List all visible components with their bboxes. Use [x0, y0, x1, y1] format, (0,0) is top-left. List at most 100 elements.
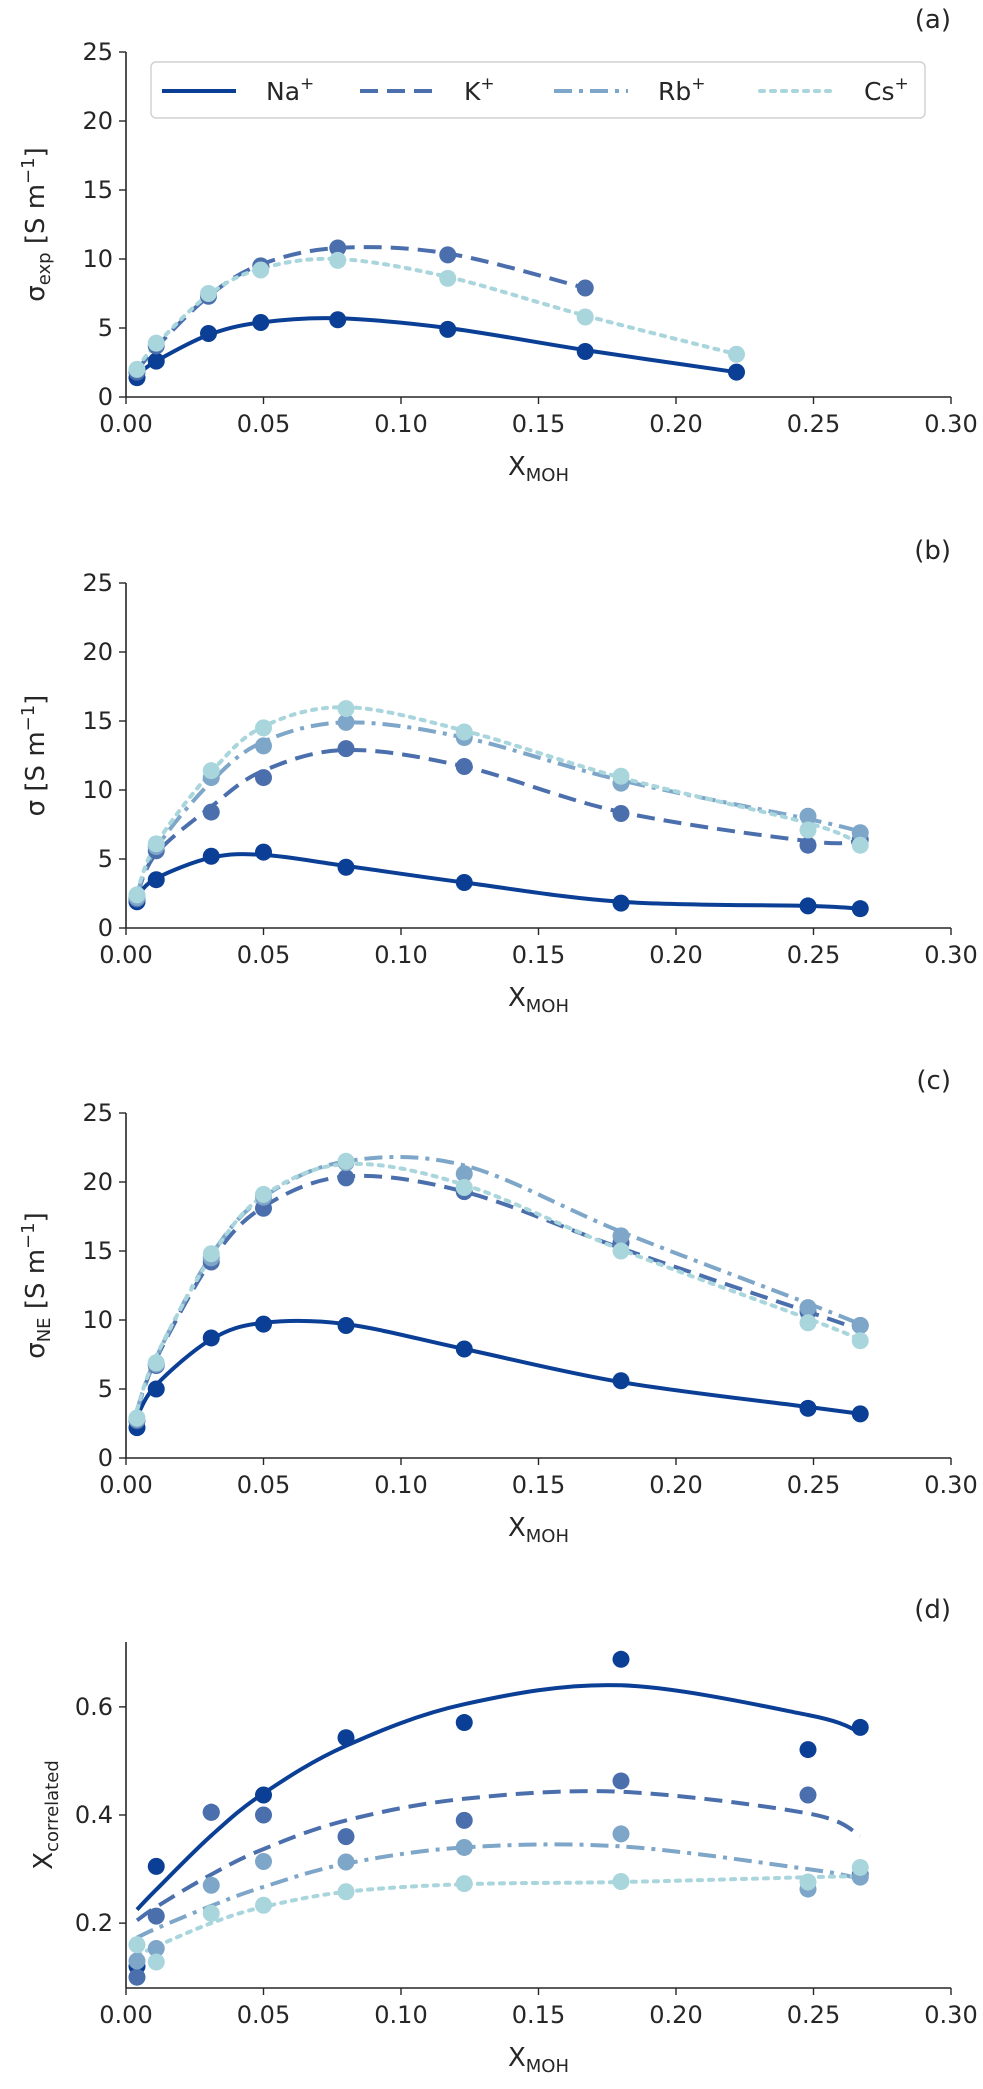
data-point-k	[576, 279, 594, 297]
x-tick-label: 0.20	[649, 1471, 702, 1499]
data-point-cs	[202, 762, 220, 780]
y-tick-label: 10	[82, 1306, 113, 1334]
x-tick-label: 0.15	[512, 1471, 565, 1499]
x-tick-label: 0.30	[924, 410, 977, 438]
fit-line-na	[135, 852, 861, 911]
y-tick-label: 5	[98, 1375, 113, 1403]
data-point-na	[799, 1399, 817, 1417]
y-tick-label: 20	[82, 107, 113, 135]
data-point-na	[255, 1786, 272, 1804]
data-point-k	[612, 1772, 630, 1790]
data-point-rb	[255, 737, 272, 755]
data-point-k	[799, 836, 817, 854]
x-tick-label: 0.05	[237, 1471, 290, 1499]
y-tick-label: 10	[82, 776, 113, 804]
data-point-rb	[799, 1299, 817, 1317]
data-point-k	[337, 1169, 355, 1187]
data-point-cs	[128, 1409, 146, 1427]
x-axis-label: XMOH	[508, 1513, 569, 1547]
fit-line-na	[135, 1318, 861, 1418]
data-point-na	[455, 1714, 473, 1732]
data-point-cs	[612, 1242, 630, 1260]
y-axis-label: σexp [S m−1]	[18, 147, 55, 302]
data-point-cs	[851, 1332, 869, 1350]
data-point-cs	[337, 1883, 355, 1901]
data-point-k	[337, 740, 355, 758]
data-point-cs	[252, 261, 270, 279]
panel-d: 0.00 0.05 0.10 0.15 0.20 0.25 0.30 0.2 0.4 0.6 XMO…	[29, 1595, 978, 2077]
fit-line-na	[135, 316, 737, 377]
x-tick-label: 0.20	[649, 2001, 702, 2029]
data-point-k	[799, 1786, 817, 1804]
data-point-cs	[329, 251, 347, 269]
fit-line-k	[135, 1789, 862, 1923]
y-tick-label: 15	[82, 707, 113, 735]
data-point-rb	[851, 1317, 869, 1335]
data-point-cs	[728, 345, 745, 363]
data-point-na	[455, 873, 473, 891]
x-tick-label: 0.00	[99, 2001, 152, 2029]
data-point-na	[439, 320, 457, 338]
data-point-cs	[612, 1872, 630, 1890]
x-tick-label: 0.25	[787, 1471, 840, 1499]
data-point-k	[255, 769, 272, 787]
x-tick-label: 0.10	[374, 1471, 427, 1499]
y-tick-label: 10	[82, 245, 113, 273]
legend-frame	[150, 61, 926, 119]
data-point-na	[851, 1405, 869, 1423]
data-point-cs	[147, 334, 165, 352]
panel-label: (a)	[915, 5, 951, 35]
panel-a: 0.00 0.05 0.10 0.15 0.20 0.25 0.30 0 5 10 15 20 25 XM…	[18, 5, 978, 486]
data-point-na	[147, 1857, 165, 1875]
y-tick-label: 0	[98, 914, 113, 942]
fit-line-cs	[135, 1874, 863, 1958]
data-point-na	[147, 352, 165, 370]
fit-line-k	[135, 245, 586, 373]
y-tick-label: 0.2	[75, 1909, 113, 1937]
data-point-na	[202, 847, 220, 865]
data-point-rb	[851, 824, 869, 842]
legend-label-na: Na+	[266, 74, 314, 106]
x-tick-label: 0.25	[787, 941, 840, 969]
x-tick-label: 0.10	[374, 941, 427, 969]
y-axis-label: Xcorrelated	[29, 1760, 63, 1869]
fit-line-cs	[135, 256, 739, 370]
panel-b: 0.00 0.05 0.10 0.15 0.20 0.25 0.30 0 5 10 15 20 25 XM…	[18, 536, 978, 1017]
x-tick-label: 0.15	[512, 2001, 565, 2029]
data-point-na	[799, 897, 817, 915]
panel-c: 0.00 0.05 0.10 0.15 0.20 0.25 0.30 0 5 10 15 20 25 XM…	[18, 1066, 978, 1547]
legend-label-cs: Cs+	[864, 74, 909, 106]
data-point-cs	[147, 835, 165, 853]
data-point-cs	[255, 1896, 272, 1914]
y-tick-label: 0.4	[75, 1801, 113, 1829]
y-tick-label: 15	[82, 1237, 113, 1265]
data-point-k	[439, 246, 457, 264]
x-axis-label: XMOH	[508, 452, 569, 486]
y-axis-label: σ [S m−1]	[18, 695, 51, 817]
fit-line-rb	[135, 1154, 862, 1411]
fit-line-rb	[136, 1842, 861, 1940]
data-point-rb	[337, 713, 355, 731]
data-point-cs	[851, 836, 869, 854]
y-tick-label: 20	[82, 638, 113, 666]
data-point-na	[147, 1380, 165, 1398]
y-tick-label: 15	[82, 176, 113, 204]
data-point-cs	[851, 1858, 869, 1876]
panel-label: (b)	[914, 536, 951, 566]
data-point-na	[337, 1729, 355, 1747]
data-point-cs	[128, 886, 146, 904]
x-tick-label: 0.05	[237, 941, 290, 969]
x-tick-label: 0.00	[99, 1471, 152, 1499]
data-point-k	[455, 758, 473, 776]
data-point-cs	[455, 1875, 473, 1893]
data-point-na	[200, 325, 217, 343]
data-point-rb	[612, 1825, 630, 1843]
y-tick-label: 20	[82, 1168, 113, 1196]
data-point-na	[455, 1340, 473, 1358]
data-point-na	[576, 342, 594, 360]
data-point-cs	[799, 1314, 817, 1332]
data-point-rb	[799, 807, 817, 825]
data-point-k	[455, 1811, 473, 1829]
x-tick-label: 0.15	[512, 941, 565, 969]
data-point-cs	[147, 1953, 165, 1971]
